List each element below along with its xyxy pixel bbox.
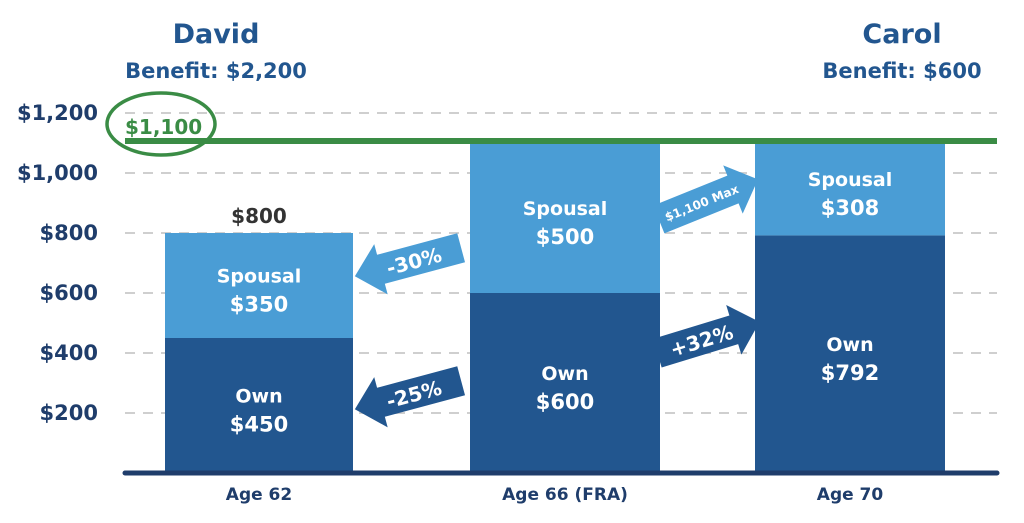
bar-spousal-value: $308 [821, 196, 879, 220]
bar-own-series-label: Own [235, 386, 282, 408]
x-tick-label: Age 66 (FRA) [502, 485, 628, 505]
reference-circle [105, 91, 217, 157]
bar-own-series-label: Own [541, 363, 588, 385]
right-person-name: Carol [862, 19, 941, 50]
annotation-arrow: +32% [652, 304, 760, 368]
reference-line-group: $1,100 [105, 91, 997, 157]
bars: Own $450 Spousal $350 $800 Own $600 Spousal $500… [165, 143, 945, 473]
reference-label: $1,100 [125, 115, 202, 139]
y-tick-label: $600 [40, 281, 98, 305]
arrow-right-icon [653, 165, 758, 234]
bar-spousal-value: $500 [536, 225, 594, 249]
x-axis-labels: Age 62 Age 66 (FRA) Age 70 [226, 485, 884, 505]
bar-own [755, 235, 945, 473]
arrow-right-icon [652, 304, 760, 368]
bar-own-value: $792 [821, 361, 879, 385]
bar-own-value: $450 [230, 413, 288, 437]
bar-spousal [165, 233, 353, 338]
annotation-arrow: $1,100 Max [653, 165, 758, 234]
bar-spousal [755, 143, 945, 236]
y-tick-label: $1,000 [17, 161, 98, 185]
x-tick-label: Age 62 [226, 485, 292, 505]
arrow-left-icon [354, 366, 466, 428]
annotation-arrow: -25% [354, 366, 466, 428]
y-tick-label: $400 [40, 341, 98, 365]
bar-spousal-series-label: Spousal [217, 266, 302, 288]
x-tick-label: Age 70 [817, 485, 884, 505]
bar-spousal [470, 143, 660, 293]
y-axis-ticks: $200 $400 $600 $800 $1,000 $1,200 [17, 101, 98, 425]
bar-total-label: $800 [231, 204, 287, 228]
right-person-benefit: Benefit: $600 [822, 59, 981, 83]
bar-spousal-value: $350 [230, 293, 288, 317]
bar-spousal-series-label: Spousal [523, 198, 608, 220]
arrow-left-icon [354, 233, 466, 295]
left-person-name: David [173, 19, 260, 50]
y-tick-label: $200 [40, 401, 98, 425]
bar-own-series-label: Own [826, 334, 873, 356]
bar-own-value: $600 [536, 390, 594, 414]
annotation-arrow: -30% [354, 233, 466, 295]
bar-own [470, 293, 660, 473]
y-tick-label: $800 [40, 221, 98, 245]
y-tick-label: $1,200 [17, 101, 98, 125]
bar-own [165, 338, 353, 473]
left-person-benefit: Benefit: $2,200 [125, 59, 307, 83]
annotation-arrows: -30% -25% $1,100 Max +32% [354, 165, 760, 428]
bar-spousal-series-label: Spousal [808, 169, 893, 191]
